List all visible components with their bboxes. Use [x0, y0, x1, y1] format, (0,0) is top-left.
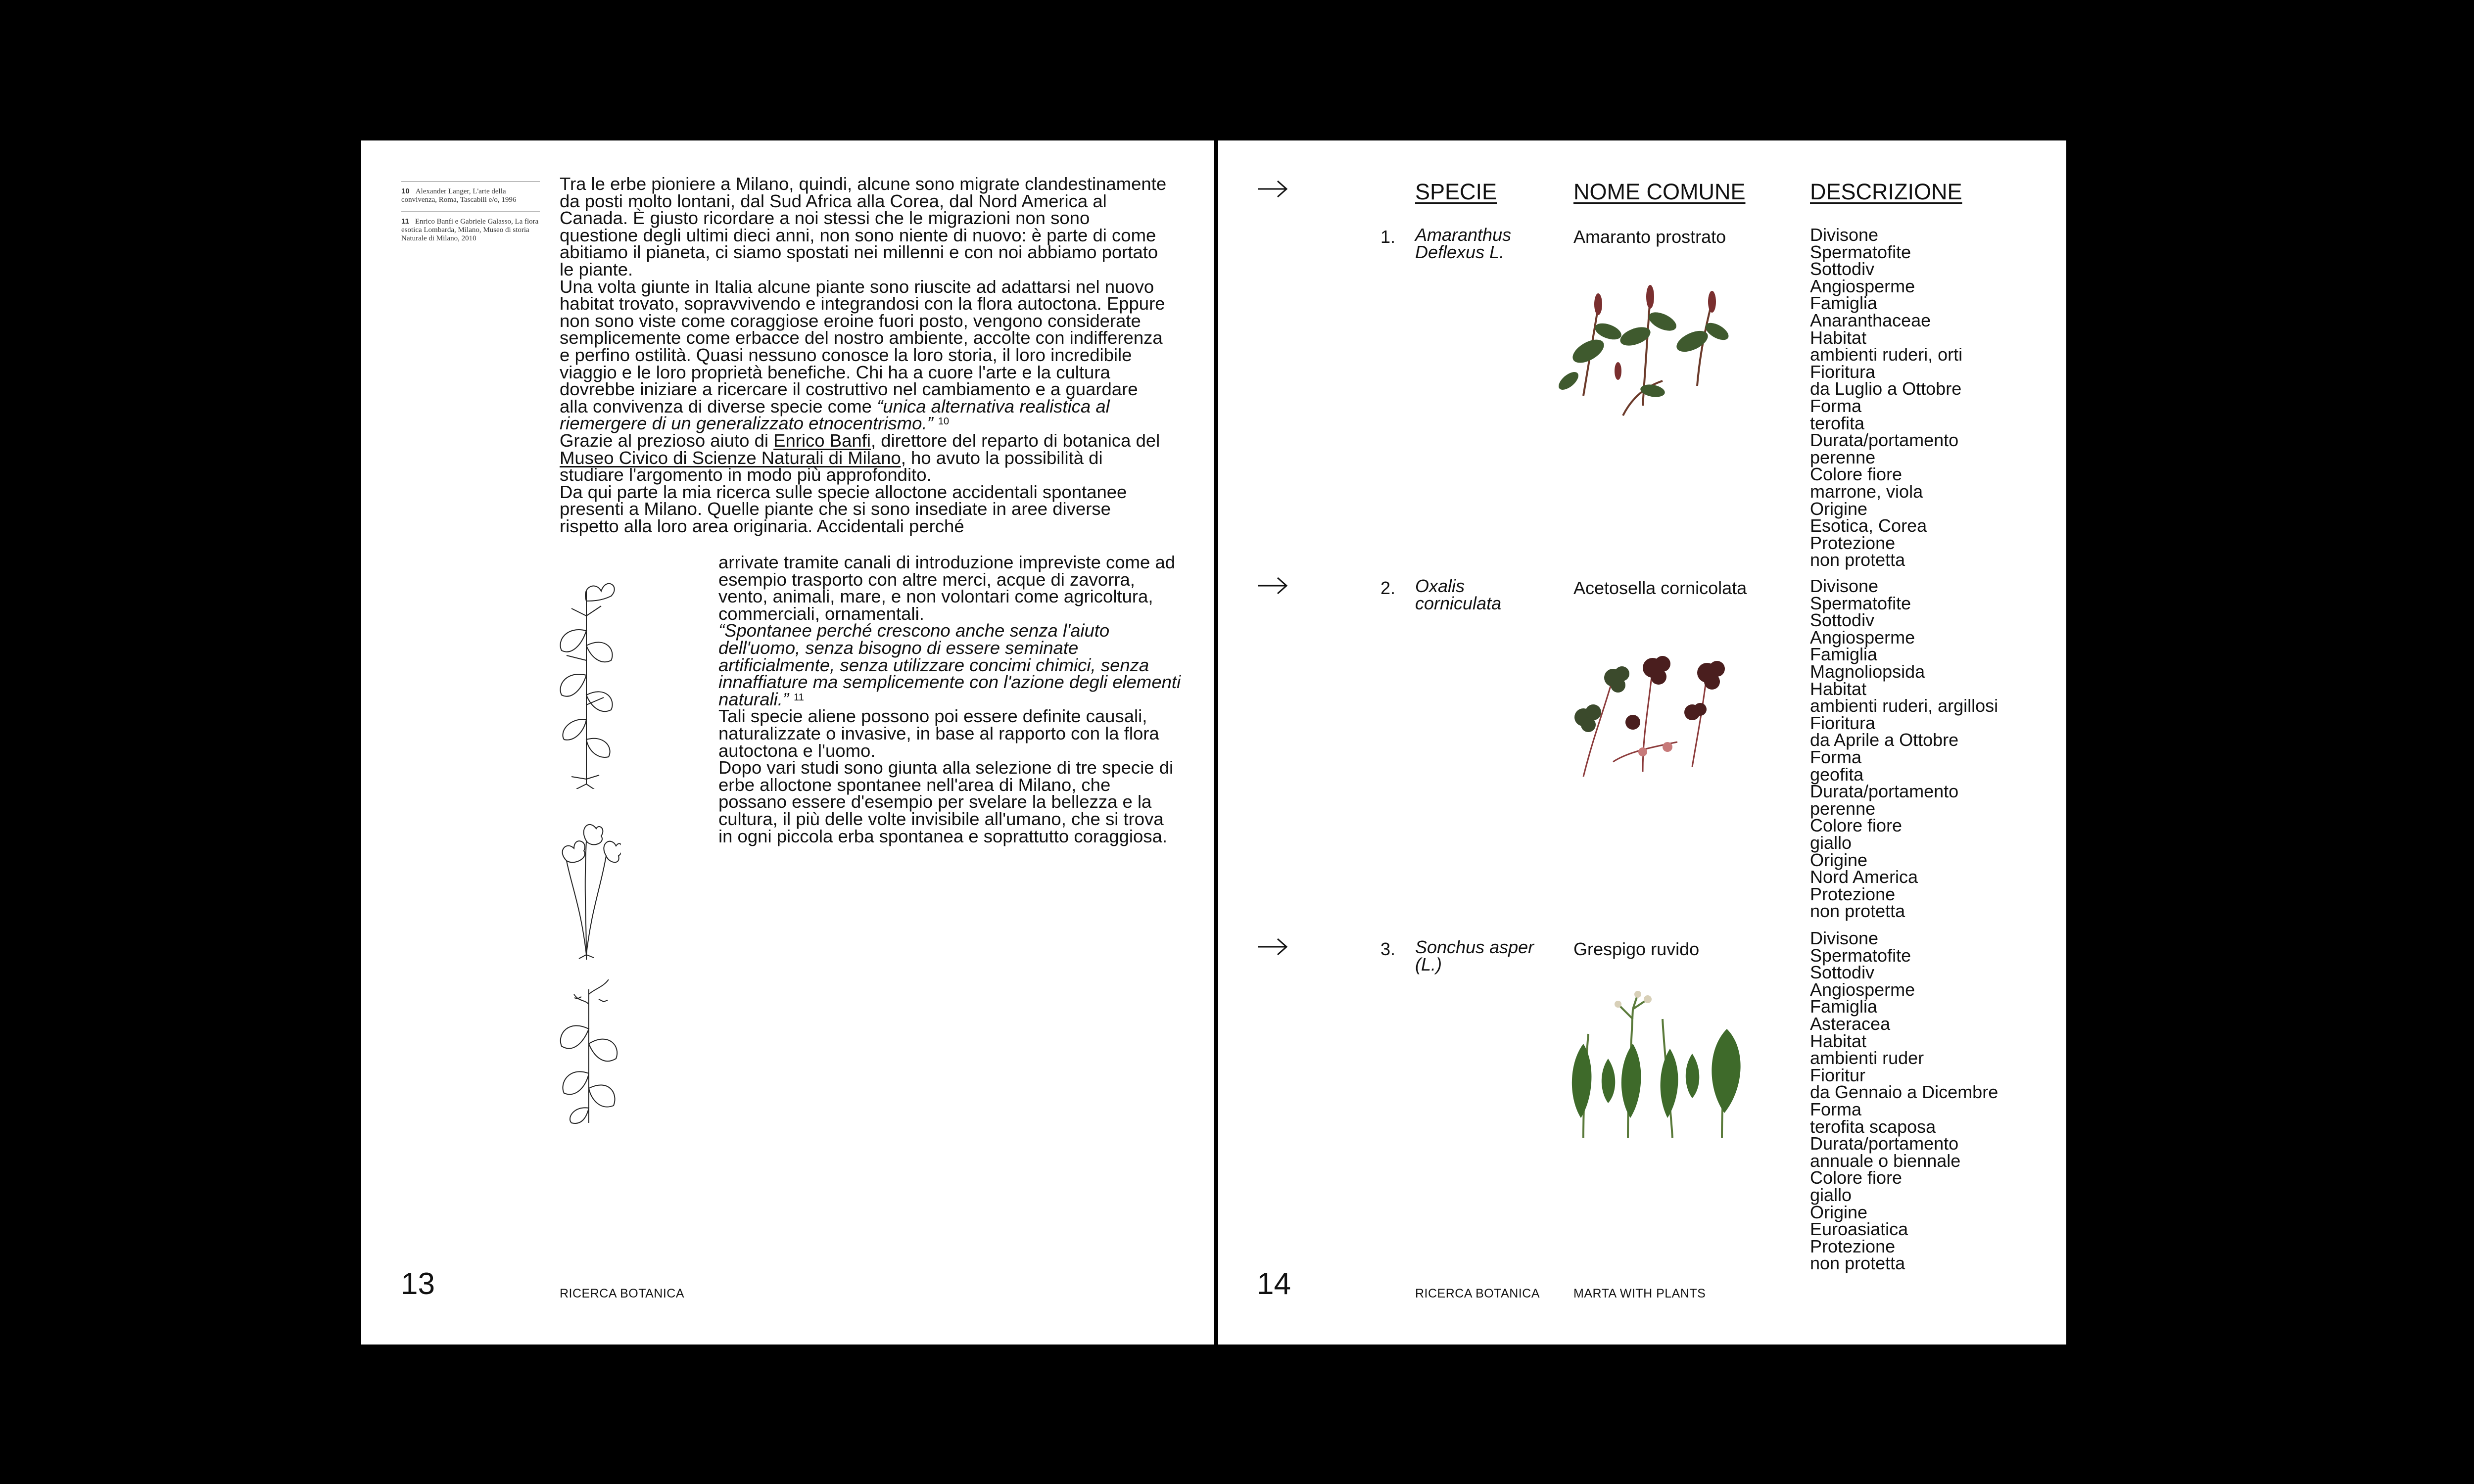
main-text: Tra le erbe pioniere a Milano, quindi, a… — [560, 174, 1168, 536]
column-header-species: SPECIE — [1415, 179, 1497, 204]
species-number: 3. — [1380, 939, 1396, 959]
plant-illustration-oxalis — [562, 824, 621, 960]
footnotes: 10 Alexander Langer, L'arte della convive… — [401, 181, 540, 250]
paragraph: Da qui parte la mia ricerca sulle specie… — [560, 481, 1127, 536]
herbarium-photo-sonchus — [1571, 991, 1741, 1138]
quote: “unica alternativa realistica al riemerg… — [560, 396, 1110, 434]
paragraph: arrivate tramite canali di introduzione … — [718, 552, 1176, 624]
herbarium-photo-amaranthus — [1559, 285, 1729, 416]
common-name: Grespigo ruvido — [1573, 939, 1700, 959]
species-description: Divisone Spermatofite Sottodiv Angiosper… — [1810, 225, 1963, 570]
plant-illustration-amaranthus — [560, 583, 615, 789]
species-number: 2. — [1380, 578, 1396, 598]
quote: “Spontanee perché crescono anche senza l… — [718, 620, 1181, 709]
plant-illustration-sonchus — [560, 979, 618, 1124]
arrow-right-icon — [1258, 180, 1288, 198]
species-number: 1. — [1380, 227, 1396, 247]
link-enrico-banfi[interactable]: Enrico Banfi — [773, 430, 871, 451]
column-header-description: DESCRIZIONE — [1810, 179, 1962, 204]
arrow-right-icon — [1258, 938, 1288, 956]
paragraph: Una volta giunte in Italia alcune piante… — [560, 276, 1165, 434]
footnote-11: 11 Enrico Banfi e Gabriele Galasso, La fl… — [401, 211, 540, 250]
species-name: Sonchus asper (L.) — [1415, 937, 1534, 974]
paragraph: Tra le erbe pioniere a Milano, quindi, a… — [560, 174, 1167, 279]
page-number: 13 — [401, 1267, 435, 1301]
footer-label-brand: MARTA WITH PLANTS — [1573, 1287, 1706, 1300]
herbarium-photo-oxalis — [1574, 656, 1725, 777]
footnote-10: 10 Alexander Langer, L'arte della convive… — [401, 181, 540, 211]
species-description: Divisone Spermatofite Sottodiv Angiosper… — [1810, 928, 1998, 1274]
footnote-ref: 10 — [938, 416, 950, 427]
paragraph: “Spontanee perché crescono anche senza l… — [718, 622, 1181, 708]
footer-label: RICERCA BOTANICA — [1415, 1287, 1540, 1300]
page-number: 14 — [1257, 1267, 1291, 1301]
link-museo-civico[interactable]: Museo Civico di Scienze Naturali di Mila… — [560, 447, 901, 468]
column-header-common-name: NOME COMUNE — [1573, 179, 1746, 204]
species-name: Amaranthus Deflexus L. — [1415, 225, 1512, 262]
footnote-ref: 11 — [794, 692, 804, 703]
common-name: Acetosella cornicolata — [1573, 578, 1747, 598]
species-description: Divisone Spermatofite Sottodiv Angiosper… — [1810, 576, 1998, 922]
species-name: Oxalis corniculata — [1415, 576, 1502, 613]
paragraph: Tali specie aliene possono poi essere de… — [718, 706, 1159, 761]
arrow-right-icon — [1258, 577, 1288, 595]
paragraph: Dopo vari studi sono giunta alla selezio… — [718, 757, 1174, 846]
left-page: 10 Alexander Langer, L'arte della convive… — [361, 140, 1214, 1345]
common-name: Amaranto prostrato — [1573, 227, 1726, 247]
footer-label: RICERCA BOTANICA — [560, 1287, 685, 1300]
indented-text: arrivate tramite canali di introduzione … — [718, 552, 1181, 846]
paragraph: Grazie al prezioso aiuto di Enrico Banfi… — [560, 430, 1160, 485]
